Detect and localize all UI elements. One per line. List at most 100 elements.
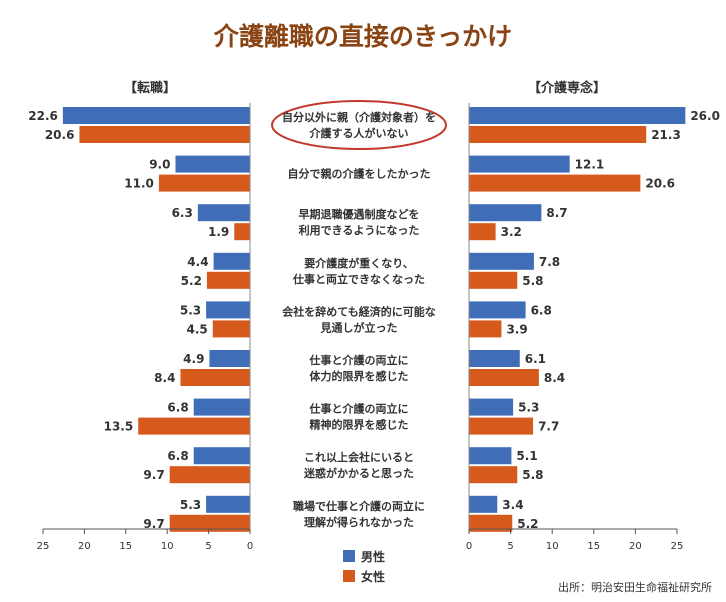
left-value-label-female-1: 11.0 — [124, 177, 154, 191]
right-value-label-female-4: 3.9 — [506, 322, 527, 336]
left-value-label-male-3: 4.4 — [187, 255, 208, 269]
right-value-label-female-2: 3.2 — [501, 225, 522, 239]
right-value-label-male-6: 5.3 — [518, 401, 539, 415]
category-label-2-1: 利用できるようになった — [299, 223, 420, 237]
left-value-label-female-8: 9.7 — [143, 517, 164, 531]
left-value-label-male-2: 6.3 — [172, 206, 193, 220]
left-value-label-male-8: 5.3 — [180, 498, 201, 512]
legend-swatch-male — [343, 550, 355, 562]
right-tick-label-0: 0 — [466, 541, 472, 552]
legend: 男性 女性 — [343, 549, 385, 584]
left-value-label-female-6: 13.5 — [104, 420, 134, 434]
chart-title: 介護離職の直接のきっかけ — [213, 22, 512, 51]
right-bar-male-0 — [469, 107, 686, 124]
left-panel: 22.6 9.0 6.3 4.4 5.3 4.9 6.8 6.8 5.3 20.6 11.0 1.9 5… — [28, 107, 250, 532]
right-value-label-female-0: 21.3 — [651, 128, 681, 142]
right-bar-male-3 — [469, 252, 534, 270]
right-value-label-female-1: 20.6 — [645, 177, 675, 191]
left-bar-male-2 — [197, 204, 250, 222]
left-value-label-male-6: 6.8 — [167, 401, 188, 415]
right-value-label-male-5: 6.1 — [525, 352, 546, 366]
left-bar-female-7 — [169, 466, 250, 484]
axes: 25 20 15 10 5 0 0 5 10 15 20 25 — [37, 103, 683, 552]
right-value-label-male-3: 7.8 — [539, 255, 560, 269]
left-value-label-female-4: 4.5 — [186, 322, 207, 336]
left-bar-male-5 — [209, 350, 250, 367]
left-tick-label-0: 25 — [37, 541, 50, 552]
right-bar-female-3 — [469, 271, 518, 289]
left-value-label-female-2: 1.9 — [208, 225, 229, 239]
right-value-label-male-2: 8.7 — [546, 206, 567, 220]
left-tick-label-2: 15 — [119, 541, 132, 552]
right-tick-label-1: 5 — [507, 541, 513, 552]
right-bar-male-4 — [469, 301, 526, 319]
left-tick-label-3: 10 — [161, 541, 174, 552]
right-panel: 26.0 12.1 8.7 7.8 6.8 6.1 5.3 5.1 3.4 21.3 20.6 3.2… — [469, 107, 720, 532]
left-bar-female-8 — [169, 514, 250, 532]
left-value-label-female-5: 8.4 — [154, 371, 175, 385]
right-bar-male-2 — [469, 204, 542, 222]
right-tick-label-2: 10 — [546, 541, 559, 552]
right-panel-label: 【介護専念】 — [528, 80, 606, 96]
right-value-label-male-1: 12.1 — [575, 158, 605, 172]
left-value-label-male-4: 5.3 — [180, 303, 201, 317]
right-value-label-male-8: 3.4 — [502, 498, 523, 512]
category-label-3-0: 要介護度が重くなり、 — [304, 256, 414, 270]
right-value-label-male-0: 26.0 — [690, 109, 720, 123]
right-bar-male-1 — [469, 155, 570, 173]
right-bar-female-8 — [469, 514, 513, 532]
left-bar-female-5 — [180, 369, 250, 386]
right-bar-female-2 — [469, 223, 496, 241]
category-label-7-0: これ以上会社にいると — [304, 450, 414, 464]
right-bar-male-5 — [469, 350, 520, 367]
left-bar-male-1 — [175, 155, 250, 173]
left-bar-female-2 — [234, 223, 250, 241]
right-bar-male-6 — [469, 398, 514, 416]
left-bar-female-0 — [79, 126, 250, 143]
category-label-5-1: 体力的限界を感じた — [310, 369, 409, 383]
left-bar-male-4 — [206, 301, 250, 319]
right-value-label-female-3: 5.8 — [522, 274, 543, 288]
category-label-3-1: 仕事と両立できなくなった — [292, 272, 425, 286]
category-label-4-0: 会社を辞めても経済的に可能な — [282, 304, 435, 318]
right-bar-female-1 — [469, 174, 641, 192]
legend-label-female: 女性 — [361, 569, 385, 584]
category-label-4-1: 見通しが立った — [320, 320, 398, 334]
right-value-label-female-5: 8.4 — [544, 371, 565, 385]
left-tick-label-4: 5 — [205, 541, 211, 552]
right-value-label-female-7: 5.8 — [522, 468, 543, 482]
category-label-5-0: 仕事と介護の両立に — [309, 353, 409, 367]
left-bar-male-8 — [206, 495, 250, 513]
category-label-0-0: 自分以外に親（介護対象者）を — [282, 110, 436, 124]
left-bar-male-0 — [62, 107, 250, 124]
right-value-label-female-6: 7.7 — [538, 420, 559, 434]
category-label-7-1: 迷惑がかかると思った — [303, 466, 414, 480]
left-panel-label: 【転職】 — [124, 80, 176, 96]
category-label-8-0: 職場で仕事と介護の両立に — [293, 499, 425, 513]
left-bar-male-6 — [193, 398, 250, 416]
right-bar-female-7 — [469, 466, 518, 484]
legend-label-male: 男性 — [361, 549, 385, 564]
left-tick-label-1: 20 — [78, 541, 91, 552]
right-bar-female-5 — [469, 369, 539, 386]
right-bar-male-7 — [469, 447, 512, 465]
left-value-label-male-5: 4.9 — [183, 352, 204, 366]
category-label-6-1: 精神的限界を感じた — [310, 418, 409, 432]
left-value-label-female-0: 20.6 — [45, 128, 75, 142]
left-bar-female-3 — [206, 271, 250, 289]
right-bar-female-6 — [469, 417, 534, 435]
right-value-label-male-7: 5.1 — [516, 449, 537, 463]
source-note: 出所：明治安田生命福祉研究所 — [558, 580, 712, 594]
highlight-ellipse — [271, 100, 447, 150]
right-bar-female-4 — [469, 320, 502, 338]
left-tick-label-5: 0 — [247, 541, 253, 552]
right-value-label-male-4: 6.8 — [531, 303, 552, 317]
right-bar-male-8 — [469, 495, 498, 513]
right-bar-female-0 — [469, 126, 647, 143]
left-bar-female-1 — [158, 174, 250, 192]
category-label-8-1: 理解が得られなかった — [304, 515, 414, 529]
category-label-6-0: 仕事と介護の両立に — [309, 402, 409, 416]
left-value-label-male-0: 22.6 — [28, 109, 58, 123]
right-tick-label-3: 15 — [587, 541, 600, 552]
